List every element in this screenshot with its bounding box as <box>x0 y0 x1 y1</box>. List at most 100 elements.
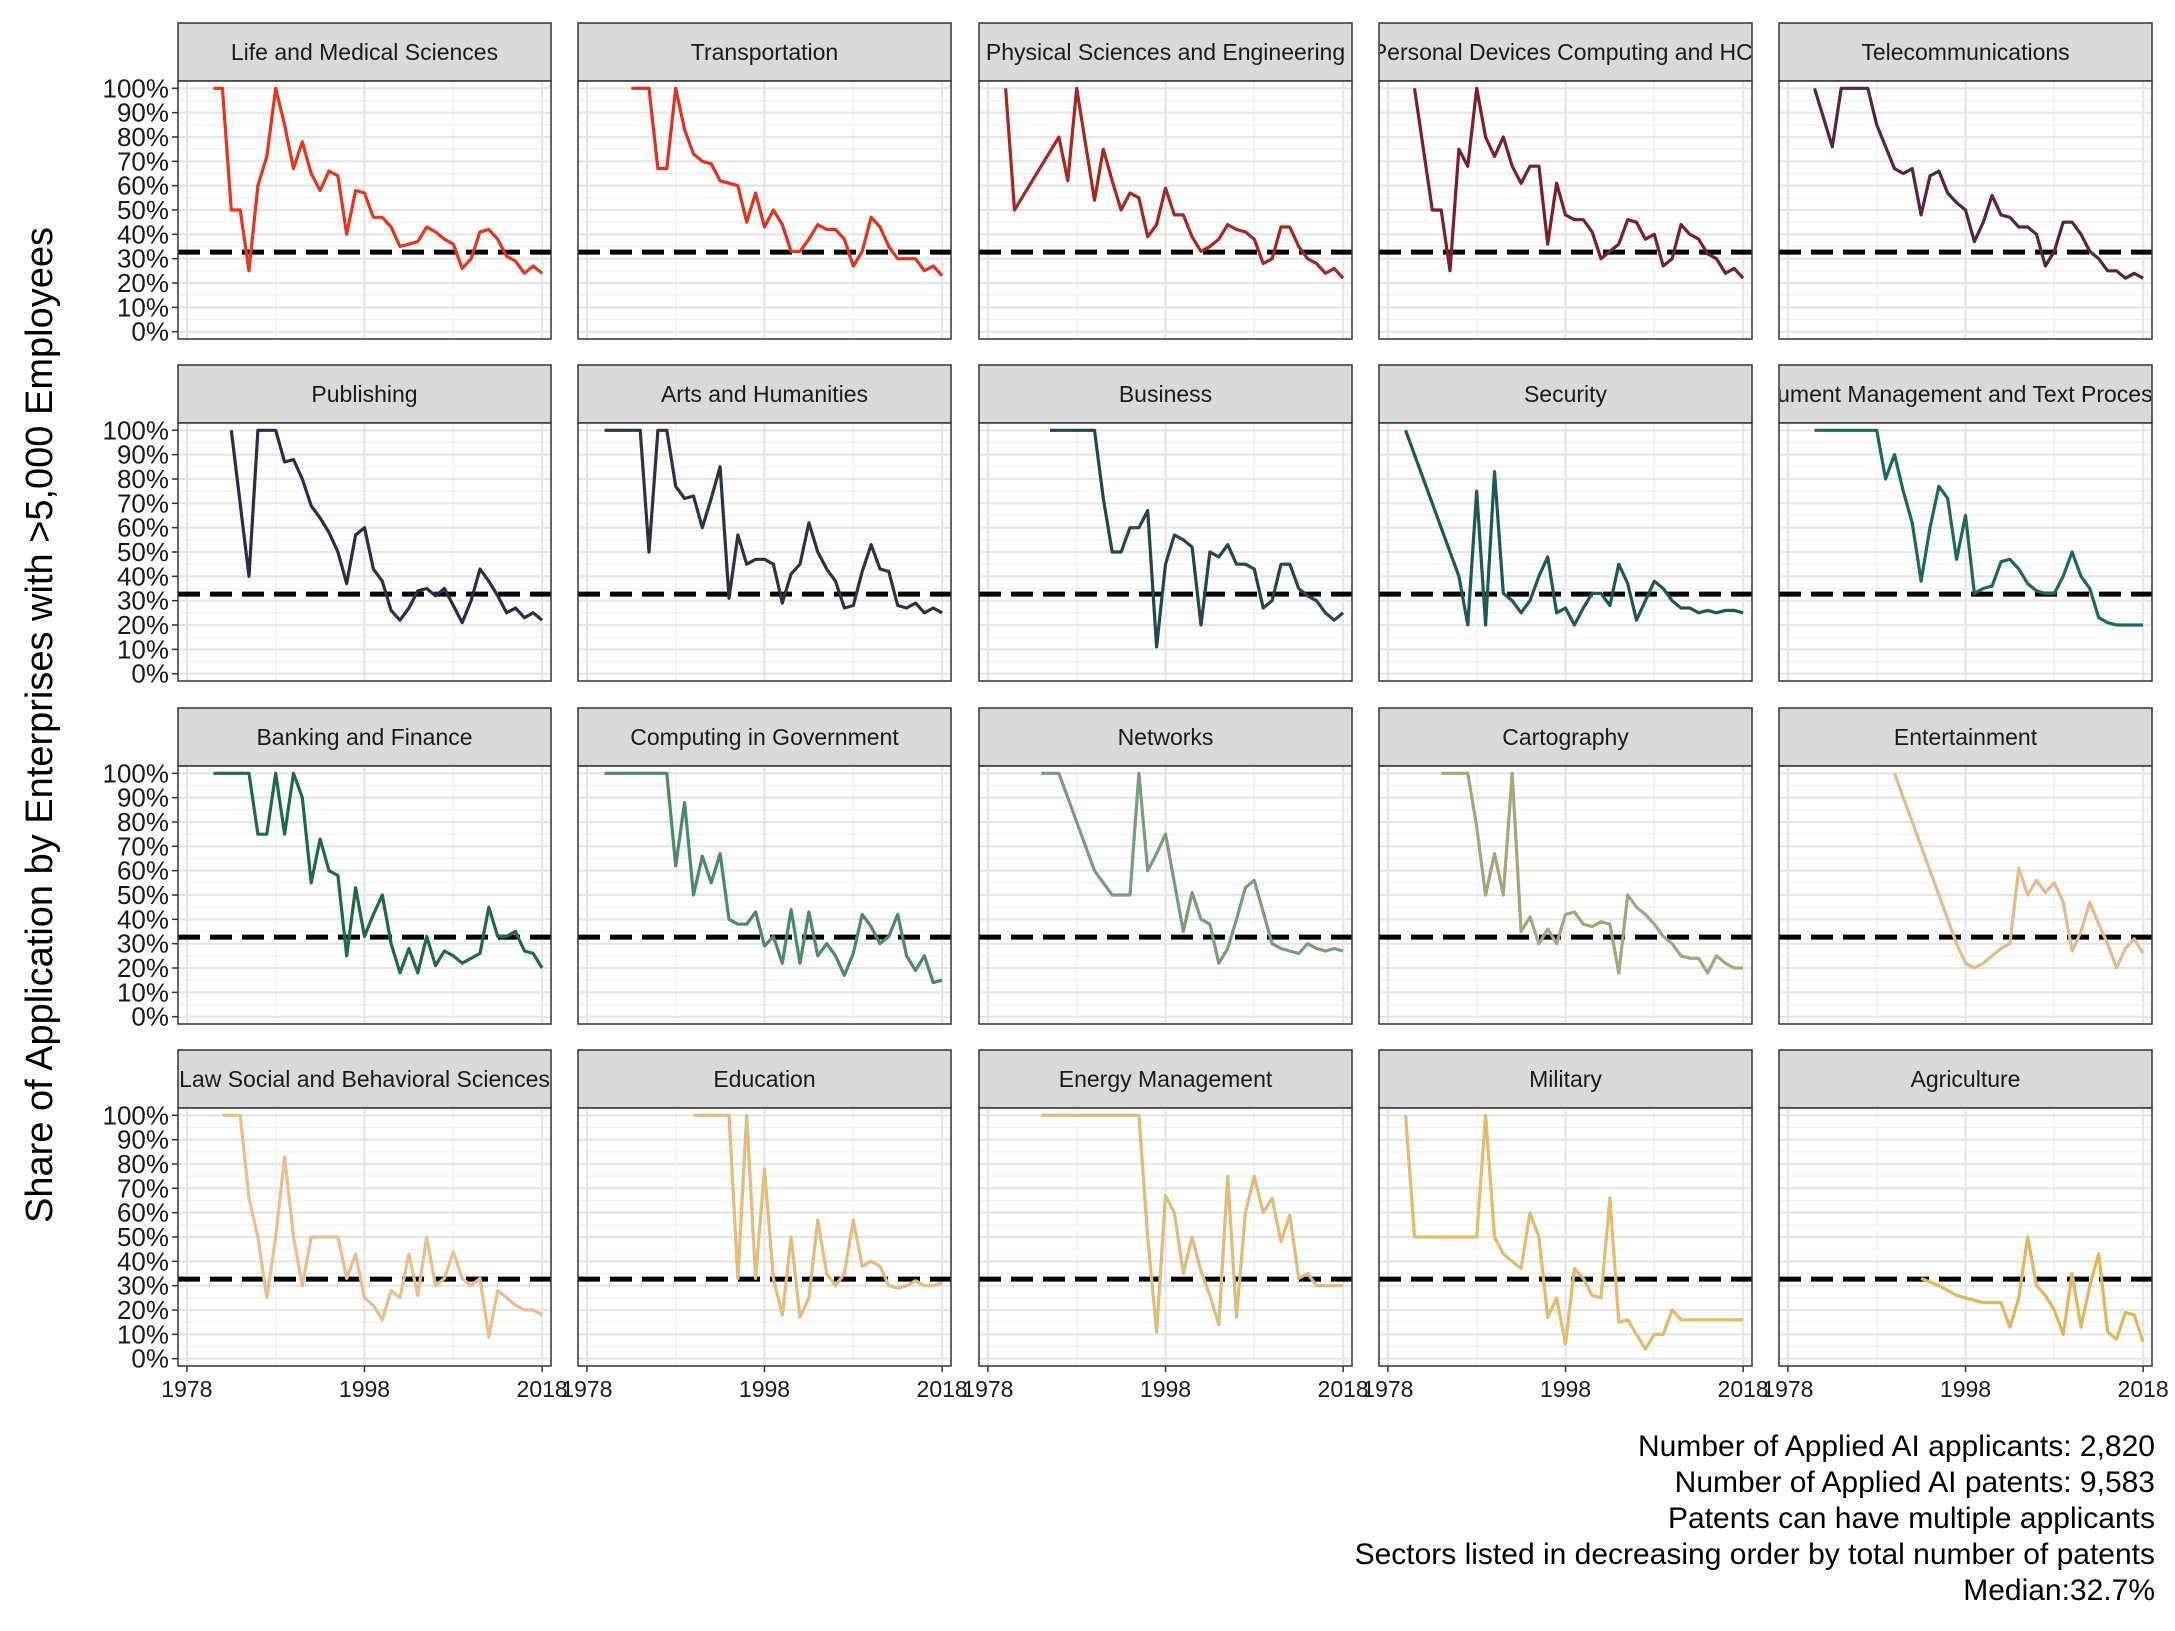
series-line <box>604 771 943 985</box>
facet-panel: Banking and Finance 0%10%20%30%40%50%60%7… <box>103 707 552 1032</box>
facet-strip-label: Education <box>713 1066 815 1092</box>
facet-strip <box>577 707 952 767</box>
y-tick-label: 20% <box>117 610 169 640</box>
facet-panel: Transportation <box>577 22 952 340</box>
panel-border <box>577 422 952 682</box>
y-tick-label: 10% <box>117 977 169 1007</box>
facet-panel: Military 1978 1998 2018 <box>1362 1049 1769 1402</box>
y-tick-label: 30% <box>117 929 169 959</box>
facet-panel: Computing in Government <box>577 707 952 1025</box>
facet-strip-label: Agriculture <box>1911 1066 2021 1092</box>
facet-panel: Personal Devices Computing and HCI <box>1372 22 1759 340</box>
y-tick-label: 50% <box>117 1222 169 1252</box>
y-tick-label: 10% <box>117 292 169 322</box>
facet-strip <box>978 707 1353 767</box>
y-tick-label: 10% <box>117 634 169 664</box>
x-tick-label: 1998 <box>1940 1376 1991 1402</box>
facet-strip-label: Telecommunications <box>1861 39 2069 65</box>
y-tick-label: 0% <box>131 317 169 347</box>
y-tick-label: 40% <box>117 1246 169 1276</box>
y-tick-label: 60% <box>117 171 169 201</box>
y-tick-label: 40% <box>117 219 169 249</box>
facet-strip-label: Cartography <box>1502 724 1629 750</box>
y-tick-label: 70% <box>117 1173 169 1203</box>
y-tick-label: 100% <box>103 758 170 788</box>
caption-line: Patents can have multiple applicants <box>1668 1502 2155 1535</box>
facet-panel: Physical Sciences and Engineering <box>978 22 1353 340</box>
series-line <box>1814 428 2144 627</box>
facet-panel: Telecommunications <box>1778 22 2153 340</box>
panel-border <box>1378 80 1753 340</box>
facet-panel: Business <box>978 364 1353 682</box>
x-tick-label: 1998 <box>739 1376 790 1402</box>
y-tick-label: 60% <box>117 856 169 886</box>
caption-line: Sectors listed in decreasing order by to… <box>1354 1538 2155 1571</box>
caption-line: Number of Applied AI applicants: 2,820 <box>1637 1430 2155 1463</box>
x-tick-label: 2018 <box>917 1376 968 1402</box>
facet-panel: Arts and Humanities <box>577 364 952 682</box>
series-line <box>693 1113 943 1319</box>
facet-strip <box>577 1049 952 1109</box>
series-line <box>1404 429 1744 627</box>
y-tick-label: 20% <box>117 268 169 298</box>
facet-strip-label: Energy Management <box>1059 1066 1273 1092</box>
y-tick-label: 0% <box>131 1344 169 1374</box>
facet-strip-label: Entertainment <box>1894 724 2038 750</box>
y-tick-label: 70% <box>117 146 169 176</box>
facet-panel: Education 1978 1998 2018 <box>561 1049 968 1402</box>
facet-panel: Energy Management 1978 1998 2018 <box>962 1049 1369 1402</box>
y-tick-label: 90% <box>117 783 169 813</box>
y-tick-label: 50% <box>117 195 169 225</box>
panel-border <box>577 80 952 340</box>
facet-strip <box>577 22 952 82</box>
x-tick-label: 2018 <box>2118 1376 2169 1402</box>
facet-panel: Publishing 0%10%20%30%40%50%60%70%80%90%1… <box>103 364 552 689</box>
facet-strip-label: Document Management and Text Processing <box>1736 381 2175 407</box>
facet-panel: Life and Medical Sciences 0%10%20%30%40%5… <box>103 22 552 347</box>
facet-panel: Agriculture 1978 1998 2018 <box>1762 1049 2169 1402</box>
panel-border <box>978 765 1353 1025</box>
y-tick-label: 30% <box>117 244 169 274</box>
panel-border <box>1778 422 2153 682</box>
x-tick-label: 1998 <box>339 1376 390 1402</box>
facet-strip-label: Security <box>1524 381 1608 407</box>
facet-strip <box>978 22 1353 82</box>
caption-line: Number of Applied AI patents: 9,583 <box>1674 1466 2155 1499</box>
facet-strip-label: Publishing <box>311 381 417 407</box>
x-tick-label: 2018 <box>517 1376 568 1402</box>
x-tick-label: 1998 <box>1540 1376 1591 1402</box>
facet-panel: Networks <box>978 707 1353 1025</box>
series-line <box>1004 86 1345 280</box>
series-line <box>222 1113 543 1339</box>
facet-strip-label: Computing in Government <box>630 724 899 750</box>
y-tick-label: 80% <box>117 122 169 152</box>
y-tick-label: 0% <box>131 659 169 689</box>
y-tick-label: 20% <box>117 953 169 983</box>
y-tick-label: 80% <box>117 464 169 494</box>
y-tick-label: 60% <box>117 513 169 543</box>
facet-strip-label: Physical Sciences and Engineering <box>986 39 1345 65</box>
facet-strip-label: Banking and Finance <box>256 724 472 750</box>
y-tick-label: 100% <box>103 1100 170 1130</box>
facet-strip <box>177 1049 552 1109</box>
facet-strip <box>978 1049 1353 1109</box>
facet-panel: Cartography <box>1378 707 1753 1025</box>
caption-line: Median:32.7% <box>1963 1574 2155 1607</box>
y-tick-label: 10% <box>117 1319 169 1349</box>
y-tick-label: 90% <box>117 1125 169 1155</box>
facet-strip <box>1778 22 2153 82</box>
panel-border <box>1378 765 1753 1025</box>
panel-border <box>1778 80 2153 340</box>
facet-strip <box>577 364 952 424</box>
facet-strip-label: Personal Devices Computing and HCI <box>1372 39 1759 65</box>
facet-strip-label: Networks <box>1118 724 1214 750</box>
y-tick-label: 40% <box>117 561 169 591</box>
y-tick-label: 100% <box>103 73 170 103</box>
y-tick-label: 0% <box>131 1002 169 1032</box>
series-line <box>1041 771 1344 965</box>
series-line <box>1041 1113 1344 1334</box>
x-tick-label: 1978 <box>962 1376 1013 1402</box>
x-tick-label: 1978 <box>1362 1376 1413 1402</box>
y-tick-label: 60% <box>117 1198 169 1228</box>
y-tick-label: 50% <box>117 537 169 567</box>
